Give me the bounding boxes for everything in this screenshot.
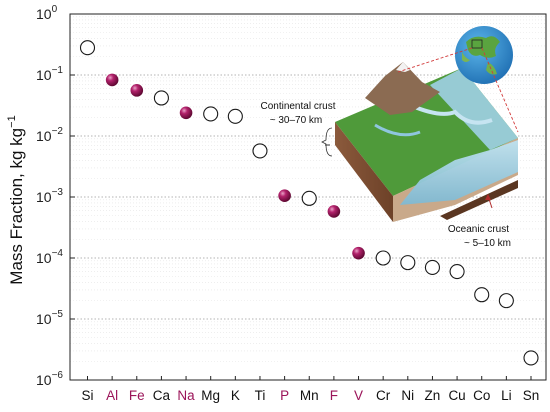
crust-illustration: Continental crust ~ 30–70 km Oceanic cru… [260,26,519,249]
point-p [278,189,291,203]
x-tick-label-cu: Cu [448,388,465,403]
x-tick-label-fe: Fe [129,388,145,403]
y-tick-label: 10−2 [36,126,63,144]
y-tick-label: 10−5 [36,309,63,327]
x-tick-label-cr: Cr [376,388,391,403]
x-tick-label-mg: Mg [201,388,220,403]
x-tick-label-f: F [330,388,338,403]
oceanic-crust-label: Oceanic crust [448,224,509,235]
point-cu [449,263,465,280]
x-tick-label-v: V [354,388,363,403]
oceanic-crust-range: ~ 5–10 km [464,238,511,249]
x-tick-label-ca: Ca [153,388,171,403]
x-tick-label-si: Si [81,388,93,403]
x-tick-label-na: Na [177,388,195,403]
point-cr [375,250,391,266]
x-tick-label-sn: Sn [523,388,540,403]
point-sn [523,350,539,366]
x-tick-label-p: P [280,388,289,403]
y-tick-label: 10−1 [36,65,63,83]
x-tick-label-ni: Ni [401,388,414,403]
x-tick-label-al: Al [106,388,118,403]
point-co [474,287,490,303]
x-tick-label-mn: Mn [300,388,319,403]
x-tick-label-zn: Zn [425,388,441,403]
point-si [79,40,96,56]
continental-crust-range: ~ 30–70 km [270,115,323,126]
x-axis-ticks: Si Al Fe Ca Na Mg K Ti P Mn F V Cr Ni Zn Cu Co Li Sn [81,376,539,403]
point-li [498,293,514,309]
point-na [179,106,193,120]
point-f [327,205,341,218]
y-tick-label: 10−3 [36,187,63,205]
data-points [79,40,539,366]
point-al [105,73,119,87]
x-tick-label-k: K [231,388,240,403]
y-tick-label: 10−4 [36,248,63,266]
x-tick-label-ti: Ti [255,388,266,403]
y-tick-label: 100 [36,4,58,22]
point-v [352,246,365,260]
y-axis-label: Mass Fraction, kg kg−1 [6,115,26,284]
y-tick-label: 10−6 [36,370,63,388]
point-zn [424,259,440,275]
x-tick-label-co: Co [473,388,490,403]
point-mg [203,106,219,122]
point-ti [252,143,268,159]
point-mn [301,190,317,206]
point-k [227,108,243,124]
point-ni [400,255,416,271]
point-ca [153,90,169,106]
x-tick-label-li: Li [501,388,512,403]
continental-crust-label: Continental crust [260,101,335,112]
point-fe [130,84,144,97]
y-axis-ticks: 100 10−1 10−2 10−3 10−4 10−5 10−6 [36,4,75,388]
